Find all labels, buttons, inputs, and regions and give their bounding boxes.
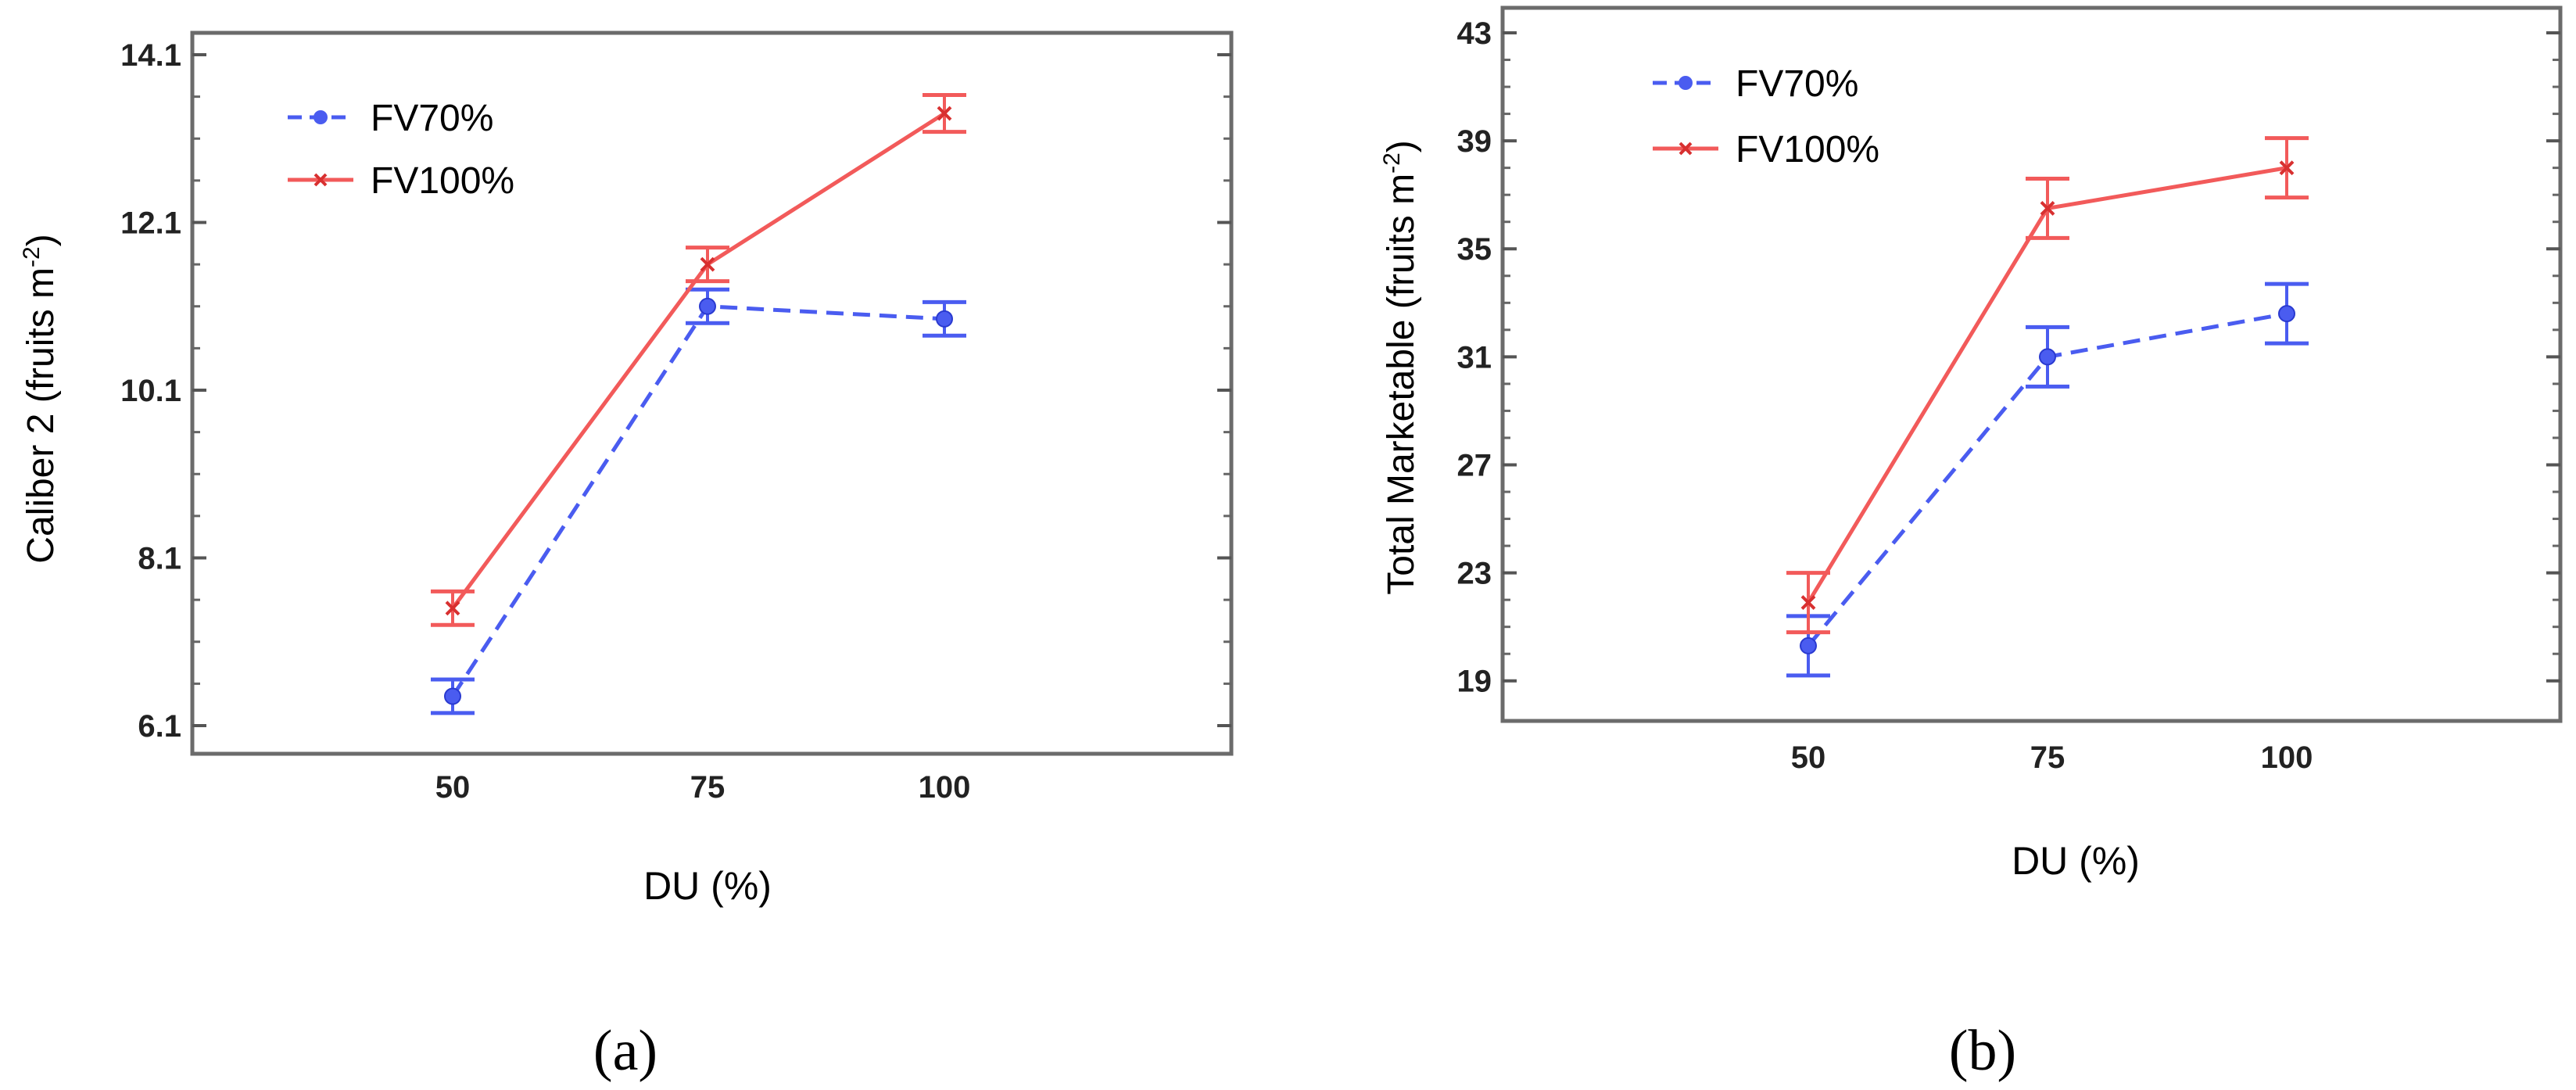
panel-b-marker-stroke bbox=[1800, 595, 1816, 611]
panel-a-marker-stroke bbox=[700, 256, 715, 272]
panel-a-series bbox=[431, 92, 966, 715]
panel-a-label: (a) bbox=[593, 1019, 657, 1083]
panel-a-y-axis-label-close: ) bbox=[20, 234, 62, 246]
panel-a-legend-marker-fv70 bbox=[313, 110, 328, 124]
panel-a-marker-stroke bbox=[937, 106, 952, 121]
panel-a-plot-frame bbox=[190, 30, 1234, 756]
panel-b-marker-stroke bbox=[2040, 201, 2055, 216]
panel-a-y-axis-label-sup: -2 bbox=[19, 246, 45, 267]
panel-b-axis-ticks bbox=[1503, 31, 2560, 683]
panel-a-legend-marker-fv100 bbox=[313, 173, 328, 187]
panel-b-legend-marker-fv100 bbox=[1679, 142, 1693, 156]
panel-a-y-tick-labels: 6.1 8.1 10.1 12.1 14.1 bbox=[120, 38, 181, 744]
panel-b-y-axis-label: Total Marketable (fruits m-2) bbox=[1379, 140, 1422, 595]
panel-a-legend-label-fv100: FV100% bbox=[371, 160, 514, 202]
panel-b-y-tick-label: 27 bbox=[1457, 448, 1492, 482]
panel-a-x-tick-labels: 50 75 100 bbox=[435, 770, 971, 805]
panel-a-x-tick-label: 75 bbox=[690, 770, 726, 805]
panel-a-y-tick-label: 12.1 bbox=[120, 206, 181, 241]
panel-b-marker-stroke bbox=[2279, 160, 2295, 176]
panel-b-y-axis-label-sup: -2 bbox=[1379, 152, 1405, 174]
panel-a-data-point-fv70 bbox=[444, 687, 461, 705]
panel-b-x-tick-label: 100 bbox=[2261, 740, 2313, 775]
panel-a-y-tick-label: 10.1 bbox=[120, 374, 181, 408]
panel-b-y-axis-label-close: ) bbox=[1381, 140, 1422, 152]
panel-b-data-point-fv70 bbox=[1800, 636, 1817, 654]
panel-a-y-tick-label: 14.1 bbox=[120, 38, 181, 73]
panel-b-series bbox=[1786, 136, 2309, 678]
panel-a-y-tick-label: 6.1 bbox=[138, 709, 181, 744]
panel-a-data-point-fv100 bbox=[700, 256, 715, 272]
panel-b-marker-stroke bbox=[1679, 142, 1693, 156]
panel-a-legend-label-fv70: FV70% bbox=[371, 98, 493, 139]
panel-b-x-tick-label: 75 bbox=[2030, 740, 2065, 775]
panel-b-label: (b) bbox=[1949, 1019, 2016, 1083]
panel-b-x-tick-label: 50 bbox=[1791, 740, 1826, 775]
panel-a-y-axis-label-main: Caliber 2 (fruits m bbox=[20, 267, 62, 564]
panel-a-x-tick-label: 100 bbox=[919, 770, 971, 805]
panel-b-x-axis-label: DU (%) bbox=[2012, 839, 2140, 883]
panel-a-x-axis-label: DU (%) bbox=[643, 864, 772, 908]
panel-a-data-point-fv70 bbox=[936, 310, 953, 328]
panel-b-y-tick-label: 39 bbox=[1457, 124, 1492, 159]
panel-a-marker-stroke bbox=[313, 173, 328, 187]
panel-b-y-tick-label: 43 bbox=[1457, 16, 1492, 51]
panel-b-y-tick-label: 23 bbox=[1457, 557, 1492, 591]
panel-b-plot-frame bbox=[1500, 5, 2563, 723]
panel-a-series-fv100-line bbox=[450, 111, 946, 610]
panel-b-y-axis-label-main: Total Marketable (fruits m bbox=[1381, 174, 1422, 595]
panel-b-data-point-fv100 bbox=[2040, 201, 2055, 216]
panel-b-legend-label-fv100: FV100% bbox=[1736, 129, 1879, 170]
panel-a-y-axis-label: Caliber 2 (fruits m-2) bbox=[19, 234, 62, 563]
panel-b-y-tick-label: 31 bbox=[1457, 340, 1492, 375]
panel-a: 6.1 8.1 10.1 12.1 14.1 50 75 100 FV70% FV100% C… bbox=[19, 30, 1234, 1083]
panel-b-data-point-fv100 bbox=[1800, 595, 1816, 611]
panel-a-y-tick-label: 8.1 bbox=[138, 542, 181, 576]
panel-b-y-tick-label: 19 bbox=[1457, 665, 1492, 699]
panel-a-legend: FV70% FV100% bbox=[288, 98, 514, 202]
panel-b-y-tick-label: 35 bbox=[1457, 232, 1492, 267]
panel-b-legend-label-fv70: FV70% bbox=[1736, 63, 1858, 105]
panel-b-x-tick-labels: 50 75 100 bbox=[1791, 740, 2313, 775]
panel-a-data-point-fv70 bbox=[699, 297, 716, 315]
panel-b-legend: FV70% FV100% bbox=[1653, 63, 1879, 170]
panel-a-data-point-fv100 bbox=[937, 106, 952, 121]
panel-b-y-tick-labels: 19 23 27 31 35 39 43 bbox=[1457, 16, 1492, 699]
panel-a-x-tick-label: 50 bbox=[435, 770, 471, 805]
panel-a-axis-ticks bbox=[192, 53, 1231, 727]
panel-a-series-fv70-line bbox=[450, 304, 945, 697]
panel-b-legend-marker-fv70 bbox=[1679, 76, 1693, 90]
panel-b-data-point-fv70 bbox=[2278, 305, 2295, 323]
panel-b: 19 23 27 31 35 39 43 50 75 100 FV70% FV100% Total… bbox=[1379, 5, 2563, 1083]
panel-b-data-point-fv100 bbox=[2279, 160, 2295, 176]
panel-b-data-point-fv70 bbox=[2039, 348, 2056, 366]
panel-a-marker-stroke bbox=[445, 601, 460, 616]
panel-a-data-point-fv100 bbox=[445, 601, 460, 616]
